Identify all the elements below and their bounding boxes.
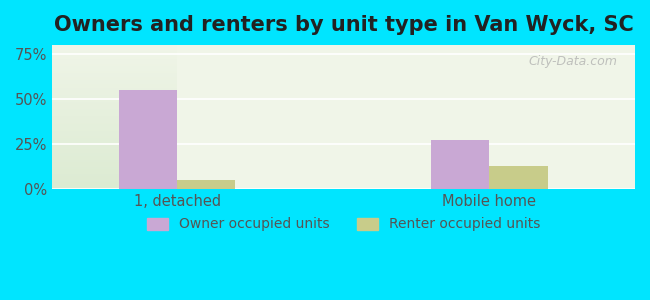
Title: Owners and renters by unit type in Van Wyck, SC: Owners and renters by unit type in Van W…	[54, 15, 634, 35]
Bar	[431, 140, 489, 189]
Bar	[177, 180, 235, 189]
Legend: Owner occupied units, Renter occupied units: Owner occupied units, Renter occupied un…	[141, 212, 546, 237]
Bar	[489, 166, 547, 189]
Bar	[119, 90, 177, 189]
Text: City-Data.com: City-Data.com	[528, 55, 618, 68]
